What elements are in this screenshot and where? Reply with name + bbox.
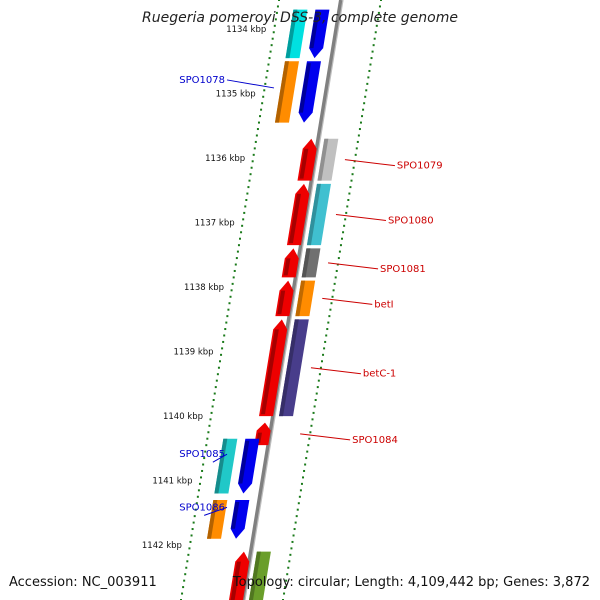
- accession-text: Accession: NC_003911: [9, 575, 157, 590]
- label-leader: [327, 262, 379, 270]
- gene-arrow-shade: [230, 502, 240, 529]
- gene-cog-shadow: [301, 248, 311, 278]
- gene-label: SPO1086: [179, 502, 225, 513]
- gene-arrow-shade: [238, 440, 250, 484]
- ruler-label: 1134 kbp: [226, 25, 266, 35]
- label-leader: [322, 297, 373, 305]
- tick-marks: [180, 0, 382, 600]
- gene-label: SPO1079: [397, 161, 443, 172]
- gene-arrow-shade: [309, 11, 320, 49]
- gene-arrow-shade: [283, 258, 291, 276]
- backbone-highlight: [244, 0, 344, 600]
- topology-text: Topology: circular; Length: 4,109,442 bp…: [232, 575, 590, 590]
- gene-cog-shadow: [214, 438, 228, 494]
- gene-cog-shadow: [306, 183, 321, 246]
- gene-label: SPO1078: [179, 75, 225, 86]
- ruler-labels: 1134 kbp 1135 kbp 1136 kbp 1137 kbp 1138 kbp…: [142, 25, 266, 551]
- gene-cog-shadow: [207, 500, 218, 539]
- gene-cog-shadow: [295, 280, 306, 317]
- gene-arrow-shade: [260, 329, 279, 415]
- ruler-label: 1142 kbp: [142, 541, 182, 551]
- label-leader: [226, 79, 275, 89]
- ruler-label: 1135 kbp: [216, 90, 256, 100]
- gene-label: SPO1085: [179, 449, 225, 460]
- gene-label: SPO1080: [388, 216, 434, 227]
- gene-labels: SPO1078 SPO1079 SPO1080 SPO1081 betI betC-1 SP…: [179, 75, 443, 516]
- label-leader: [212, 453, 228, 463]
- ruler-label: 1141 kbp: [152, 477, 192, 487]
- gene-label: betI: [374, 299, 393, 310]
- gene-label: SPO1084: [352, 435, 398, 446]
- gene-arrow-shade: [288, 193, 301, 244]
- gene-arrow: [298, 61, 321, 123]
- gene-cog-shadow: [274, 61, 289, 123]
- gene-arrow-shade: [299, 148, 309, 179]
- ruler-label: 1138 kbp: [184, 283, 224, 293]
- ruler-label: 1136 kbp: [205, 154, 245, 164]
- map-title: Ruegeria pomeroyi DSS-3, complete genome: [142, 10, 458, 26]
- label-leader: [204, 506, 228, 516]
- gene-cog-shadow: [279, 319, 299, 417]
- ruler-label: 1140 kbp: [163, 412, 203, 422]
- label-leader: [344, 159, 395, 167]
- gene-arrow-shade: [277, 290, 286, 315]
- gene-arrow-shade: [298, 63, 311, 113]
- gene-label: betC-1: [363, 369, 396, 380]
- ruler-label: 1137 kbp: [195, 219, 235, 229]
- ruler-label: 1139 kbp: [174, 348, 214, 358]
- gene-cog-shadow: [285, 9, 298, 59]
- gene-label: SPO1081: [380, 264, 426, 275]
- gene-cog-shadow: [317, 138, 329, 181]
- label-leader: [310, 367, 361, 375]
- gene-arrow-shade: [230, 561, 241, 600]
- genes: [207, 9, 339, 600]
- gene-cog-shadow: [248, 551, 261, 600]
- gene-arrow: [238, 438, 260, 494]
- label-leader: [335, 214, 387, 222]
- label-leader: [300, 433, 351, 441]
